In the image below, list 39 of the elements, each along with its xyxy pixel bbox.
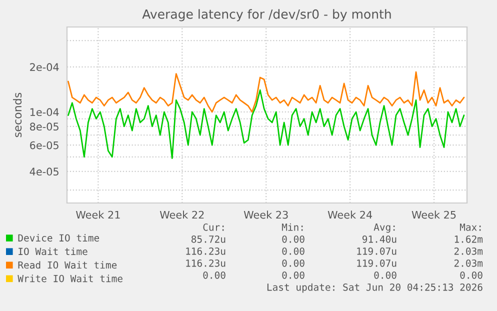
y-tick-label: 6e-05 <box>30 141 58 150</box>
text: 0.00 <box>203 271 226 279</box>
x-tick-label: Week 23 <box>244 210 288 219</box>
text: 116.23u <box>186 247 226 255</box>
text: 0.00 <box>282 271 304 279</box>
text: Cur: <box>203 223 224 231</box>
text: 119.07u <box>357 247 396 255</box>
x-tick-label: Week 22 <box>160 210 204 219</box>
text: 85.72u <box>192 235 226 243</box>
text: Min: <box>282 223 303 231</box>
y-tick-label: 2e-04 <box>30 63 59 72</box>
text: 1.62m <box>454 235 483 243</box>
text: 119.07u <box>357 259 396 267</box>
text: 116.23u <box>186 259 226 267</box>
x-tick-label: Week 21 <box>76 210 120 219</box>
text: 2.03m <box>454 259 483 267</box>
text: 0.00 <box>460 271 482 279</box>
y-axis-title: seconds <box>13 92 22 138</box>
text: 0.00 <box>282 259 304 267</box>
text: 0.00 <box>282 247 304 255</box>
text: 91.40u <box>362 235 396 243</box>
text: 0.00 <box>282 235 304 243</box>
text: Last update: Sat Jun 20 04:25:13 2026 <box>267 283 482 293</box>
y-tick-label: 8e-05 <box>30 122 58 131</box>
legend-label: Device IO time <box>18 234 100 242</box>
x-tick-label: Week 25 <box>412 210 456 219</box>
legend-label: Write IO Wait time <box>18 274 122 282</box>
chart-title: Average latency for /dev/sr0 - by month <box>142 9 391 22</box>
legend-label: IO Wait time <box>18 248 88 256</box>
legend-label: Read IO Wait time <box>18 261 117 269</box>
line-series <box>68 71 465 113</box>
y-tick-label: 1e-04 <box>30 108 59 116</box>
text: Avg: <box>374 224 395 233</box>
text: 0.00 <box>374 271 396 279</box>
text: Max: <box>460 224 481 231</box>
text: 2.03m <box>454 247 483 255</box>
y-tick-label: 4e-05 <box>30 168 58 176</box>
line-series <box>68 89 465 159</box>
x-tick-label: Week 24 <box>328 210 372 219</box>
